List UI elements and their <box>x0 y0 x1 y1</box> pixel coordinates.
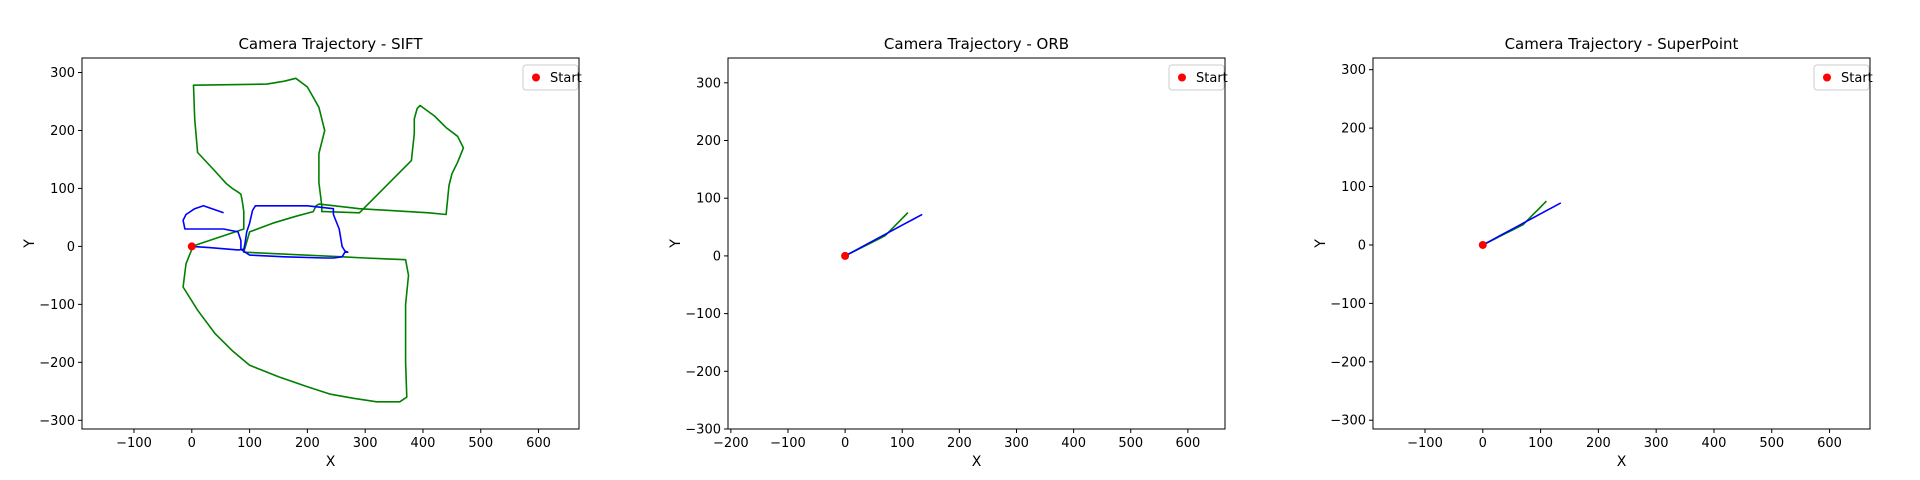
x-tick-label: 600 <box>1817 436 1842 451</box>
x-tick-label: 500 <box>468 436 493 451</box>
legend-start-marker <box>532 73 540 82</box>
axes-frame <box>727 57 1226 430</box>
y-tick-label: 100 <box>1341 180 1366 195</box>
trajectory-line-2 <box>844 213 923 257</box>
y-tick-label: −100 <box>685 307 721 322</box>
y-tick-label: −200 <box>1330 355 1366 370</box>
x-tick-label: −200 <box>713 436 749 451</box>
x-tick-label: 500 <box>1118 436 1143 451</box>
y-tick-label: −200 <box>685 365 721 380</box>
y-tick-label: 0 <box>1358 238 1366 253</box>
y-tick-label: 300 <box>696 76 721 91</box>
chart-title: Camera Trajectory - ORB <box>884 35 1069 53</box>
y-tick-label: −200 <box>39 356 75 371</box>
y-tick-label: −300 <box>685 423 721 438</box>
start-marker <box>841 251 850 260</box>
x-tick-label: −100 <box>770 436 806 451</box>
start-marker <box>187 242 196 251</box>
x-axis-label: X <box>972 454 982 470</box>
x-axis-label: X <box>1617 454 1627 470</box>
y-tick-label: −100 <box>1330 297 1366 312</box>
y-tick-label: 0 <box>67 240 75 255</box>
x-tick-label: 300 <box>1644 436 1669 451</box>
x-tick-label: 400 <box>1061 436 1086 451</box>
legend-label: Start <box>550 71 582 86</box>
trajectory-line-1 <box>1482 200 1547 246</box>
plot-area <box>844 212 923 257</box>
x-tick-label: 600 <box>526 436 551 451</box>
chart-panel-1: Camera Trajectory - SIFT −100 0 100 200 300 40… <box>22 35 582 470</box>
x-tick-label: 0 <box>188 436 196 451</box>
trajectory-line-2 <box>1482 202 1562 246</box>
x-tick-label: 400 <box>411 436 436 451</box>
chart-title: Camera Trajectory - SuperPoint <box>1505 35 1739 53</box>
y-tick-label: 100 <box>50 182 75 197</box>
x-tick-label: 400 <box>1702 436 1727 451</box>
x-tick-label: 300 <box>1004 436 1029 451</box>
x-tick-label: 0 <box>841 436 849 451</box>
legend-label: Start <box>1196 71 1228 86</box>
x-tick-label: 500 <box>1759 436 1784 451</box>
legend-box <box>1813 64 1870 91</box>
y-axis-label: Y <box>1313 239 1329 249</box>
y-axis-label: Y <box>22 239 38 249</box>
y-tick-label: 200 <box>696 134 721 149</box>
axes-frame <box>1372 57 1871 430</box>
y-tick-label: −300 <box>39 414 75 429</box>
trajectory-line-1 <box>844 212 909 257</box>
y-tick-label: 200 <box>50 124 75 139</box>
y-tick-label: 200 <box>1341 122 1366 137</box>
chart-panel-2: Camera Trajectory - ORB −200 −100 0 100 200 30… <box>668 35 1228 470</box>
x-axis-label: X <box>326 454 336 470</box>
y-tick-label: −300 <box>1330 414 1366 429</box>
trajectory-line-1 <box>182 77 465 403</box>
y-tick-label: −100 <box>39 298 75 313</box>
axes-frame <box>81 57 580 430</box>
x-tick-label: 0 <box>1479 436 1487 451</box>
x-tick-label: 200 <box>1586 436 1611 451</box>
x-tick-label: 300 <box>353 436 378 451</box>
x-tick-label: −100 <box>116 436 152 451</box>
legend-box <box>1168 64 1225 91</box>
y-axis-label: Y <box>668 239 684 249</box>
start-marker <box>1478 240 1487 249</box>
legend-start-marker <box>1178 73 1186 82</box>
plot-area <box>182 77 465 403</box>
y-tick-label: 300 <box>50 66 75 81</box>
legend-start-marker <box>1823 73 1831 82</box>
y-tick-label: 100 <box>696 192 721 207</box>
x-tick-label: −100 <box>1407 436 1443 451</box>
x-tick-label: 600 <box>1175 436 1200 451</box>
legend-box <box>522 64 579 91</box>
plot-area <box>1482 200 1562 246</box>
x-tick-label: 100 <box>237 436 262 451</box>
chart-title: Camera Trajectory - SIFT <box>238 35 423 53</box>
y-tick-label: 0 <box>713 249 721 264</box>
x-tick-label: 100 <box>1528 436 1553 451</box>
x-tick-label: 200 <box>295 436 320 451</box>
x-tick-label: 100 <box>890 436 915 451</box>
y-tick-label: 300 <box>1341 63 1366 78</box>
x-tick-label: 200 <box>947 436 972 451</box>
legend-label: Start <box>1841 71 1873 86</box>
chart-panel-3: Camera Trajectory - SuperPoint −100 0 100 20… <box>1313 35 1873 470</box>
trajectory-line-2 <box>182 205 349 259</box>
